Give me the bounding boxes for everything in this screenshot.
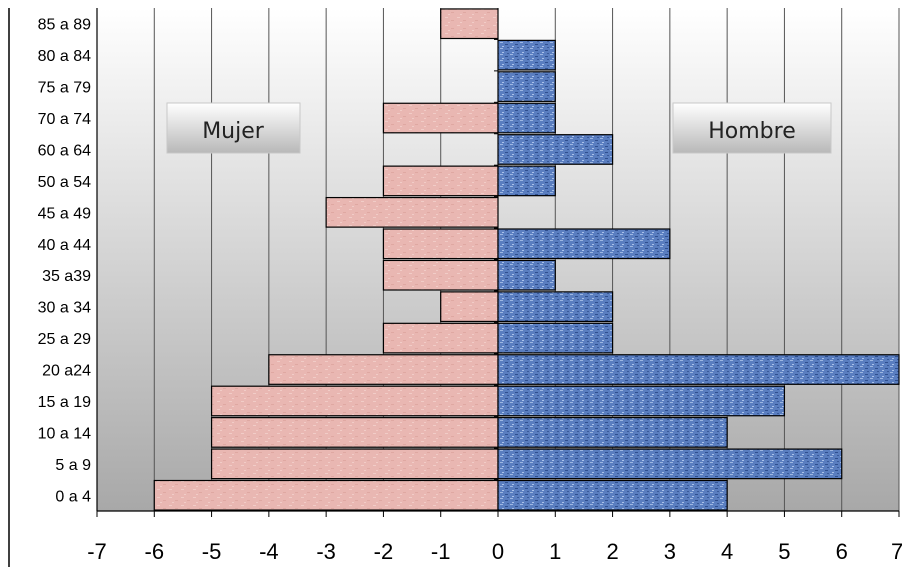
category-label: 20 a24 [42,363,91,380]
bar-mujer [210,448,499,480]
bar-hombre [497,134,614,165]
bar-hombre [497,322,614,354]
category-label: 35 a39 [42,268,91,285]
bars-group [153,8,900,511]
bar-hombre [497,71,556,102]
x-tick-label: -5 [202,539,222,564]
category-label: 70 a 74 [38,111,91,128]
x-tick-label: 5 [778,539,790,564]
category-label: 80 a 84 [38,48,91,65]
bar-hombre [497,102,556,134]
bar-mujer [210,417,499,448]
category-label: 30 a 34 [38,300,91,317]
x-tick-label: -6 [145,539,165,564]
bar-hombre [497,385,786,417]
legend-mujer-label: Mujer [202,119,265,144]
category-label: 10 a 14 [38,425,91,442]
bar-hombre [497,479,728,511]
legend-hombre-label: Hombre [708,119,796,144]
bar-mujer [382,259,499,291]
category-label: 5 a 9 [55,457,91,474]
bar-hombre [497,165,556,197]
category-label: 75 a 79 [38,80,91,97]
bar-hombre [497,259,556,291]
bar-mujer [153,479,499,511]
category-label: 45 a 49 [38,205,91,222]
bar-mujer [440,291,499,323]
category-label: 0 a 4 [55,488,91,505]
x-tick-label: 2 [606,539,618,564]
category-label: 85 a 89 [38,17,91,34]
bar-hombre [497,354,900,385]
x-tick-label: -3 [316,539,336,564]
bar-mujer [382,165,499,197]
category-label: 60 a 64 [38,142,91,159]
x-tick-labels: -7 -6 -5 -4 -3 -2 -1 0 1 2 3 4 5 6 7 [87,539,902,564]
legend-mujer: Mujer [166,102,301,154]
bar-hombre [497,39,556,71]
bar-mujer [382,322,499,354]
bar-hombre [497,228,671,260]
category-label: 15 a 19 [38,394,91,411]
category-label: 50 a 54 [38,174,91,191]
bar-hombre [497,291,614,323]
bar-mujer [382,102,499,134]
bar-mujer [268,354,499,385]
x-tick-label: 0 [492,539,504,564]
x-tick-label: -7 [87,539,107,564]
legend-hombre: Hombre [672,102,832,154]
bar-mujer [382,228,499,260]
x-tick-label: -2 [374,539,394,564]
bar-hombre [497,417,728,448]
bar-mujer [325,196,499,228]
category-label: 25 a 29 [38,331,91,348]
x-tick-label: -1 [431,539,451,564]
bar-hombre [497,448,843,480]
x-tick-label: -4 [259,539,279,564]
x-tick-label: 4 [721,539,733,564]
x-tick-label: 6 [836,539,848,564]
x-tick-label: 7 [891,539,902,564]
x-tick-label: 3 [664,539,676,564]
bar-mujer [440,8,499,40]
category-labels: 0 a 4 5 a 9 10 a 14 15 a 19 20 a24 25 a 29 30 … [38,17,498,512]
x-tick-label: 1 [549,539,561,564]
category-label: 40 a 44 [38,237,91,254]
bar-mujer [210,385,499,417]
